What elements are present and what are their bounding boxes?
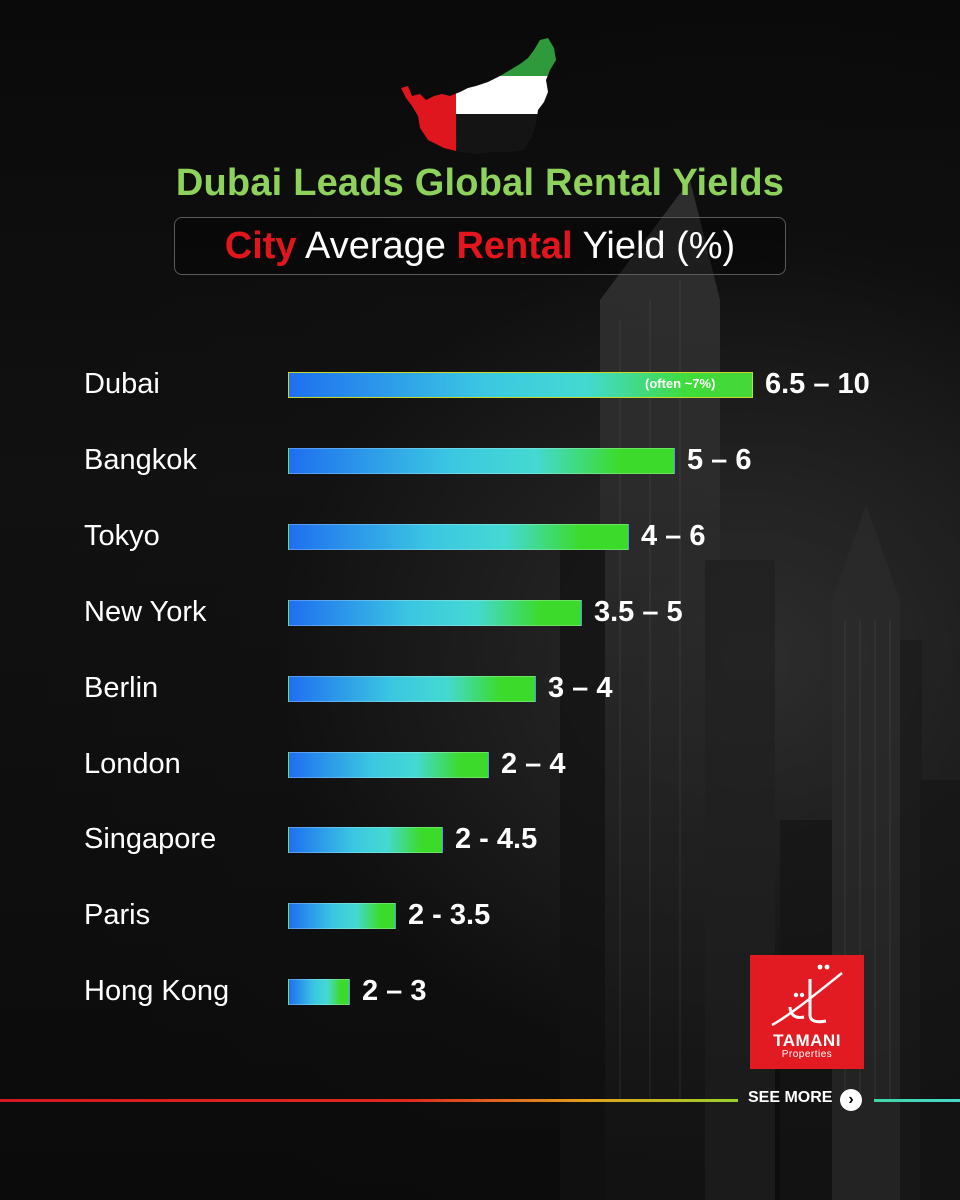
subtitle-rental: Rental — [456, 225, 573, 267]
category-label: New York — [84, 595, 207, 628]
category-label: Paris — [84, 899, 151, 932]
bar-annotation: (often ~7%) — [645, 376, 716, 391]
chart-title: Dubai Leads Global Rental Yields — [175, 162, 785, 204]
category-label: Berlin — [84, 671, 159, 704]
see-more-link[interactable]: SEE MORE — [748, 1089, 833, 1106]
footer-divider-right — [874, 1099, 960, 1102]
value-label: 2 – 3 — [362, 975, 427, 1008]
logo-name: TAMANI — [773, 1031, 841, 1050]
uae-flag-map-icon — [401, 38, 556, 154]
bar — [288, 599, 582, 626]
subtitle-city: City — [224, 225, 297, 267]
chart-subtitle: City Average Rental Yield (%) — [174, 217, 786, 275]
category-label: Tokyo — [84, 519, 160, 552]
category-label: Bangkok — [84, 443, 197, 476]
value-label: 3 – 4 — [548, 671, 613, 704]
category-label: Dubai — [84, 368, 160, 400]
value-label: 6.5 – 10 — [765, 368, 870, 400]
bar — [288, 751, 489, 778]
value-label: 2 – 4 — [501, 747, 566, 780]
bar — [288, 447, 675, 474]
bar — [288, 523, 629, 550]
bar — [288, 979, 350, 1006]
chevron-right-icon[interactable]: › — [840, 1089, 862, 1111]
tamani-logo-mark — [771, 964, 843, 1027]
bar — [288, 675, 536, 702]
subtitle-yield: Yield (%) — [572, 225, 736, 267]
category-label: Hong Kong — [84, 975, 230, 1008]
value-label: 3.5 – 5 — [594, 595, 683, 628]
bar — [288, 827, 443, 854]
value-label: 2 - 4.5 — [455, 823, 538, 856]
value-label: 5 – 6 — [687, 443, 752, 476]
tamani-logo: TAMANI Properties — [750, 955, 864, 1069]
bar — [288, 903, 396, 930]
value-label: 2 - 3.5 — [408, 899, 491, 932]
footer-divider-left — [0, 1099, 738, 1102]
bar — [288, 372, 753, 398]
subtitle-average: Average — [296, 225, 457, 267]
value-label: 4 – 6 — [641, 519, 706, 552]
category-label: London — [84, 747, 181, 780]
logo-subtitle: Properties — [781, 1049, 833, 1060]
category-label: Singapore — [84, 823, 217, 856]
